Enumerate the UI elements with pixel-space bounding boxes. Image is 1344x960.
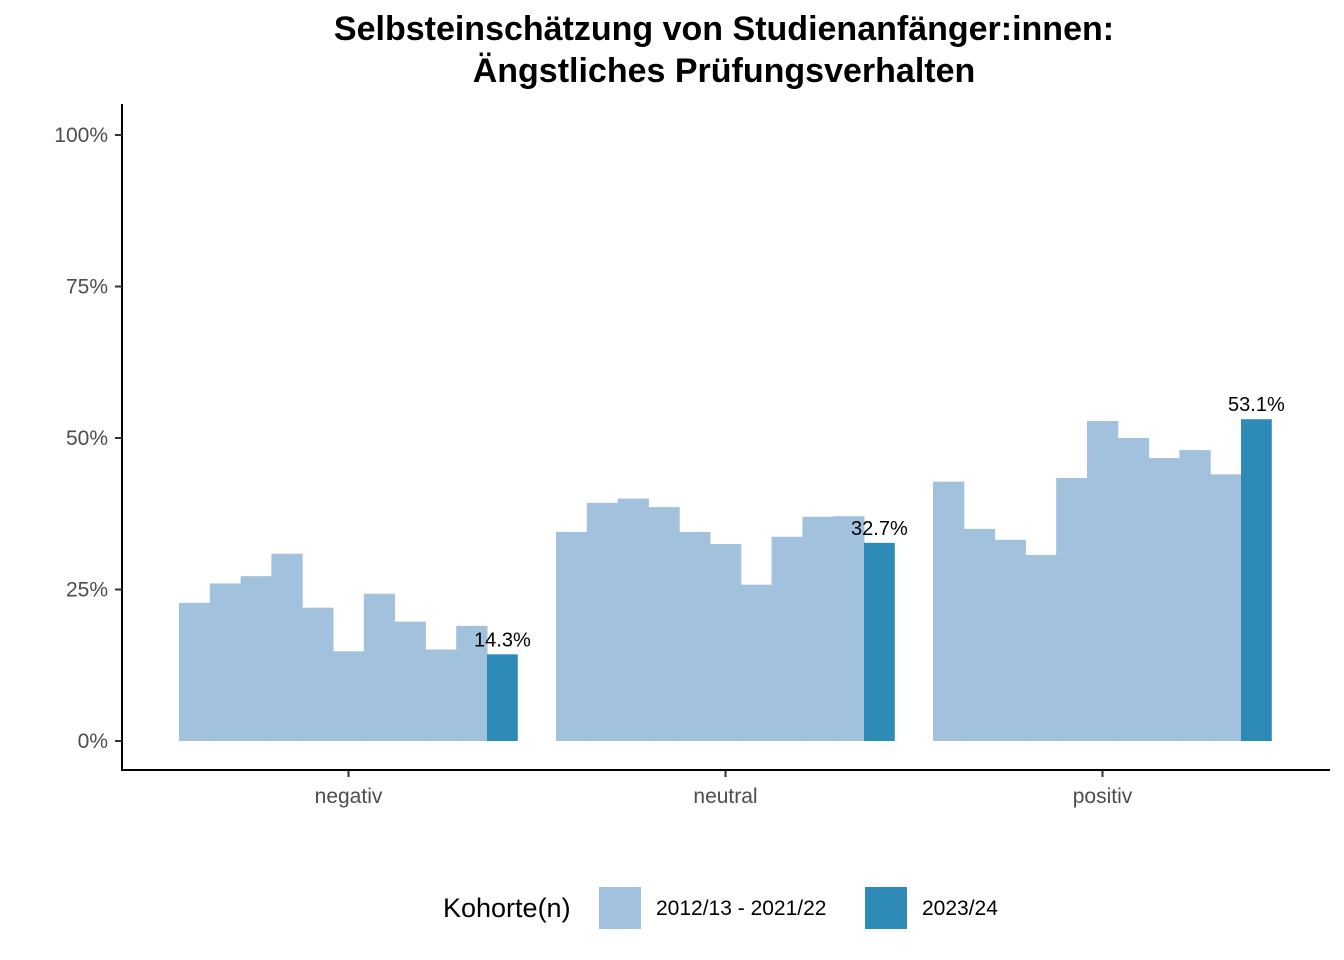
y-tick-label-2: 50%: [66, 427, 108, 450]
bar-positiv-historic-1: [933, 481, 965, 741]
bar-negativ-historic-8: [394, 621, 426, 741]
bar-positiv-historic-7: [1117, 438, 1150, 741]
bar-neutral-historic-3: [617, 498, 649, 741]
bar-positiv-historic-4: [1025, 554, 1057, 741]
bar-positiv-historic-9: [1179, 450, 1211, 741]
x-tick-label-negativ: negativ: [315, 785, 383, 808]
bar-neutral-historic-1: [556, 531, 588, 741]
bar-negativ-historic-10: [456, 625, 488, 741]
legend-key-historic: [599, 887, 641, 929]
bar-negativ-historic-9: [425, 649, 457, 741]
bar-negativ-historic-3: [240, 576, 272, 741]
y-tick-label-0: 0%: [78, 730, 108, 753]
chart-title-line-1: Selbsteinschätzung von Studienanfänger:i…: [333, 10, 1115, 48]
x-tick-label-neutral: neutral: [693, 785, 757, 808]
bar-neutral-historic-2: [586, 502, 619, 741]
legend-title: Kohorte(n): [443, 893, 571, 923]
bar-negativ-historic-5: [302, 607, 334, 741]
bar-positiv-historic-6: [1087, 421, 1119, 741]
data-labels-group: 14.3% 32.7% 53.1%: [474, 394, 1285, 651]
bar-negativ-historic-1: [179, 602, 211, 741]
bar-neutral-historic-10: [833, 516, 865, 741]
legend-label-current: 2023/24: [922, 897, 998, 920]
bar-neutral-historic-4: [648, 507, 680, 741]
bar-negativ-historic-4: [271, 553, 303, 741]
legend-label-historic: 2012/13 - 2021/22: [656, 897, 827, 920]
bar-negativ-historic-7: [363, 593, 396, 741]
data-label-neutral: 32.7%: [851, 518, 908, 540]
bar-neutral-historic-8: [771, 536, 803, 741]
axes-group: negativ neutral positiv 0% 25% 50% 75% 100%: [54, 104, 1330, 808]
y-tick-label-4: 100%: [54, 124, 108, 147]
y-tick-label-1: 25%: [66, 579, 108, 602]
legend-key-current: [865, 887, 907, 929]
bar-neutral-historic-7: [740, 584, 773, 741]
x-tick-label-positiv: positiv: [1073, 785, 1133, 808]
bar-positiv-historic-3: [994, 539, 1026, 741]
y-tick-label-3: 75%: [66, 276, 108, 299]
bar-negativ-current: [487, 654, 518, 741]
bar-neutral-historic-5: [679, 531, 711, 741]
bar-positiv-historic-10: [1210, 474, 1242, 741]
data-label-positiv: 53.1%: [1228, 394, 1285, 416]
bar-positiv-historic-8: [1148, 457, 1180, 741]
chart-title-line-2: Ängstliches Prüfungsverhalten: [472, 52, 976, 90]
bar-positiv-current: [1241, 419, 1272, 741]
bar-neutral-historic-6: [710, 544, 742, 741]
legend: Kohorte(n) 2012/13 - 2021/22 2023/24: [0, 884, 1344, 934]
bars-group: [179, 419, 1272, 741]
bar-negativ-historic-2: [209, 583, 242, 741]
bar-negativ-historic-6: [333, 651, 365, 741]
bar-neutral-historic-9: [802, 516, 834, 741]
bar-positiv-historic-5: [1056, 477, 1088, 741]
bar-neutral-current: [864, 542, 895, 741]
data-label-negativ: 14.3%: [474, 629, 531, 651]
bar-positiv-historic-2: [963, 528, 996, 741]
